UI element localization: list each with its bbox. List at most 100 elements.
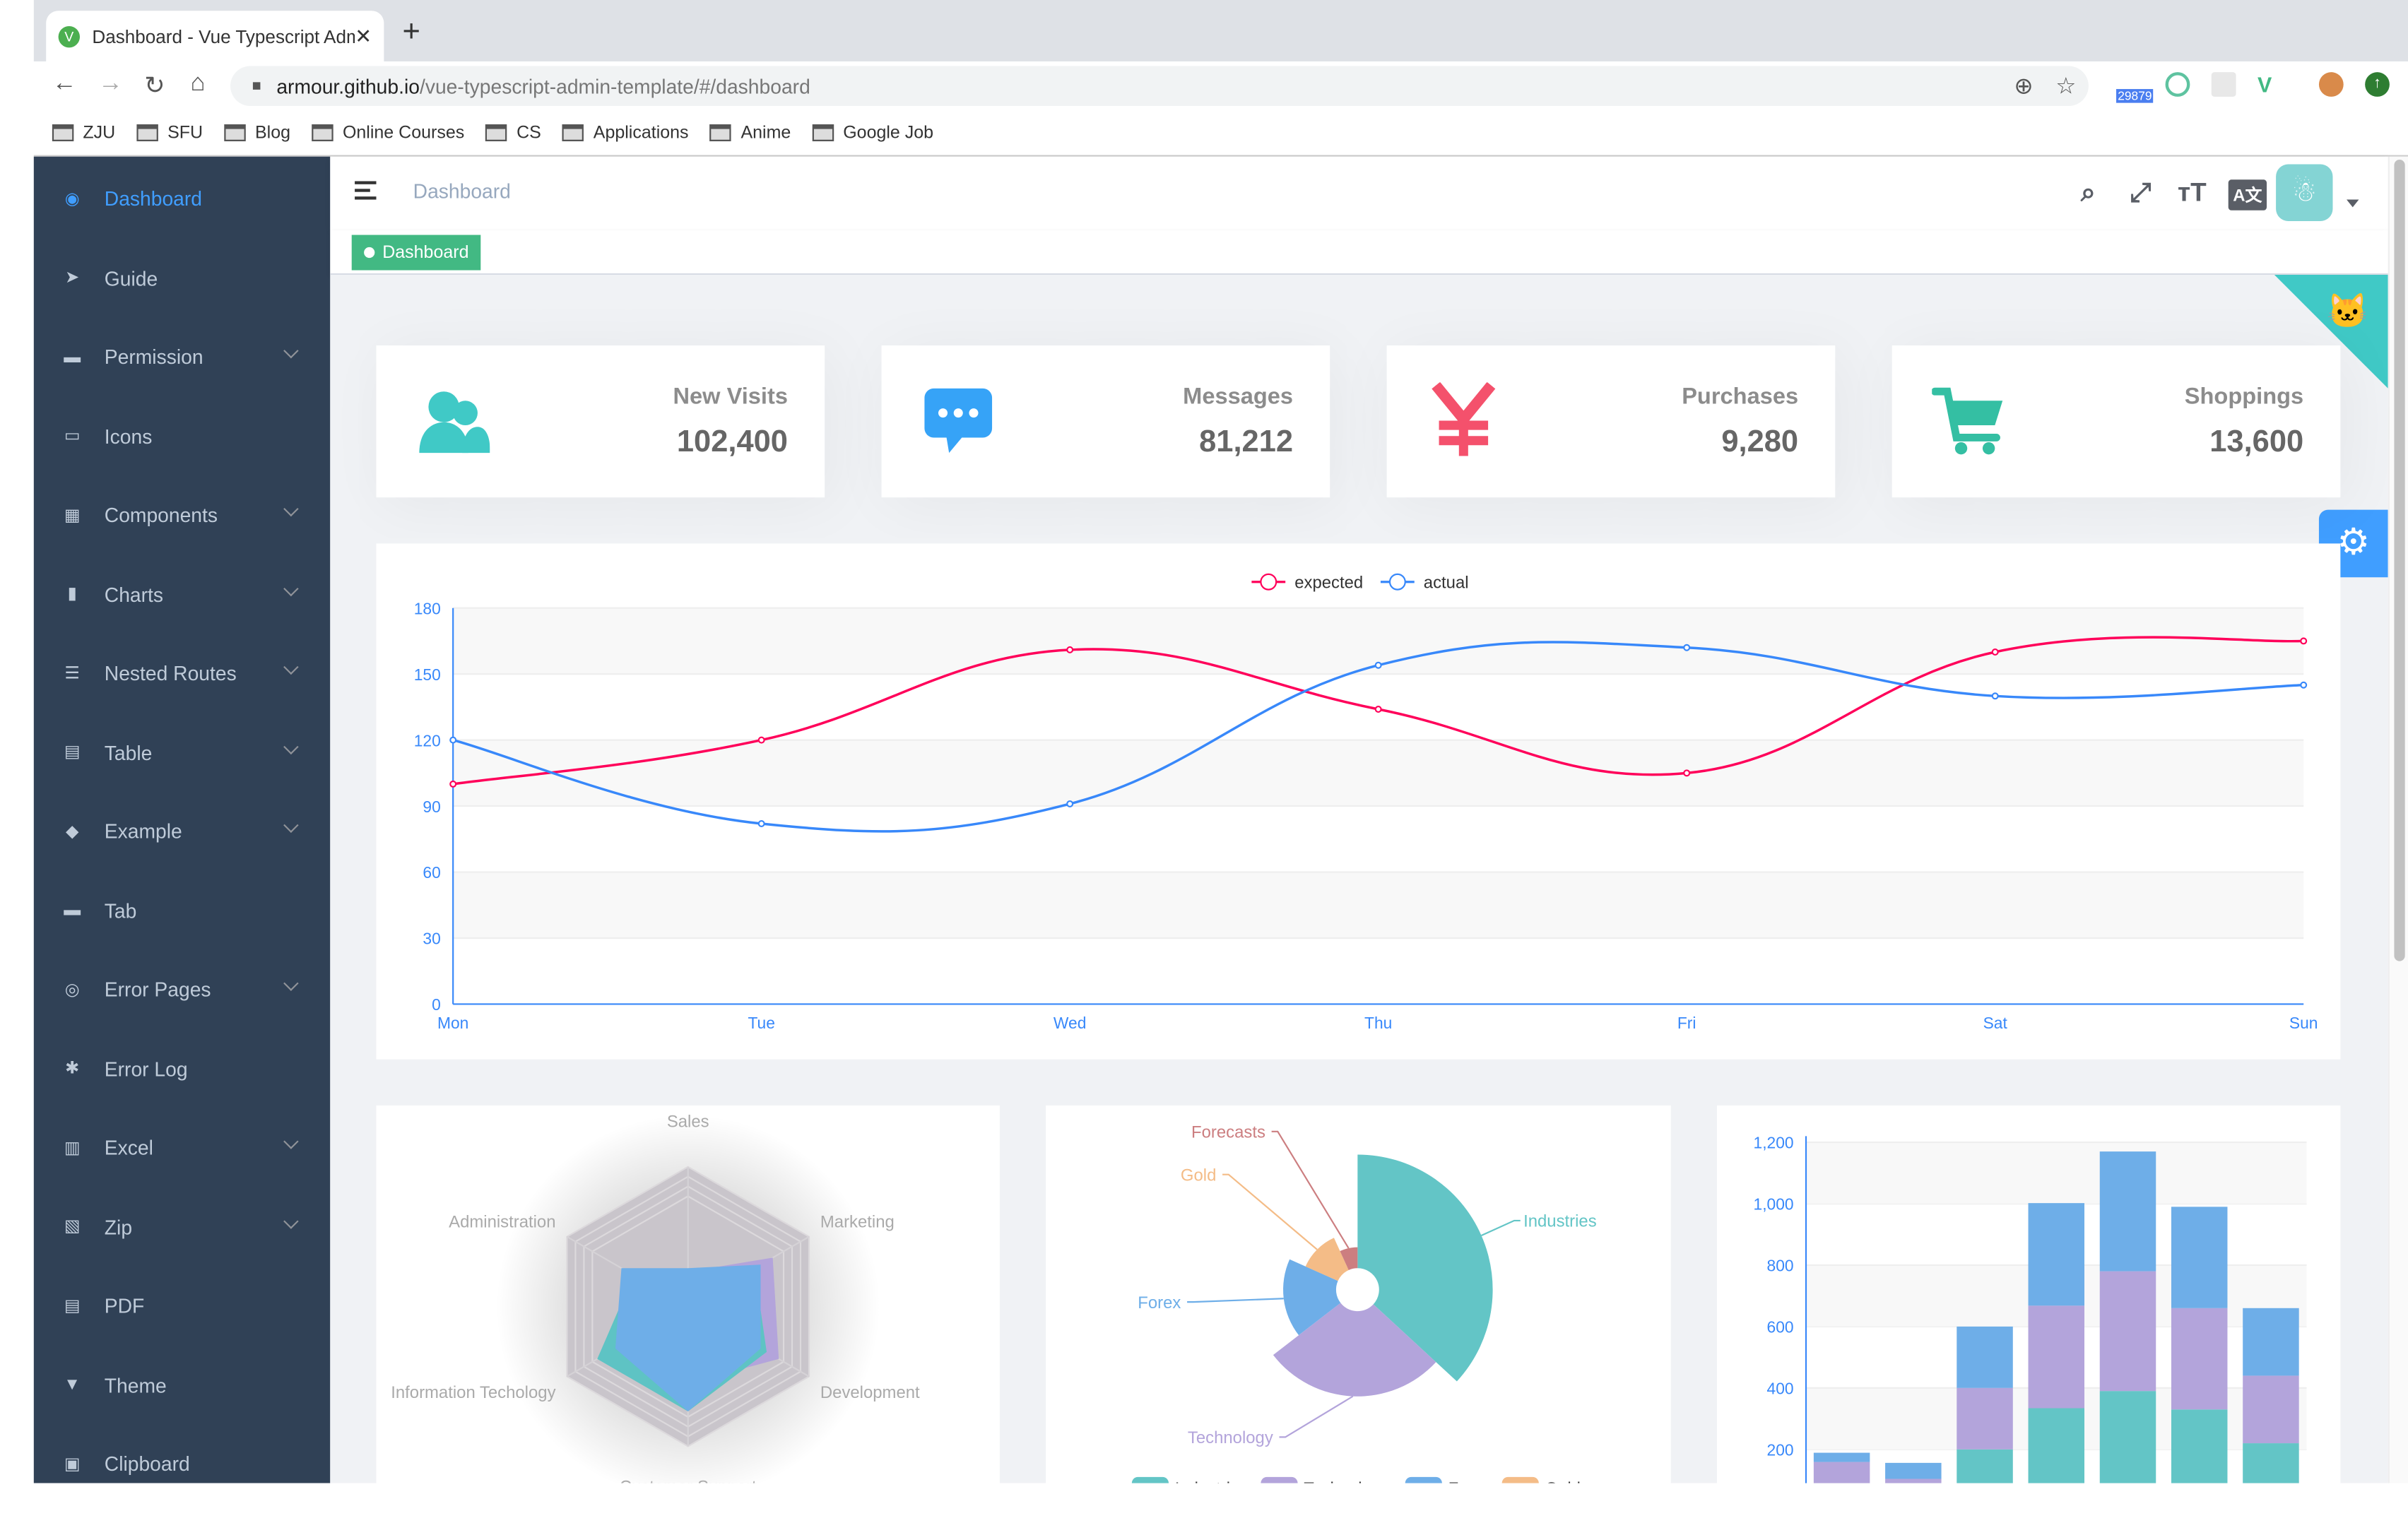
sidebar-item-dashboard[interactable]: ◉ Dashboard <box>34 160 330 238</box>
url-input[interactable]: ■ armour.github.io/vue-typescript-admin-… <box>230 66 2089 106</box>
sidebar-item-guide[interactable]: ➤ Guide <box>34 239 330 317</box>
data-point[interactable] <box>1374 705 1382 713</box>
bookmark-item[interactable]: Blog <box>224 124 290 142</box>
card-purchases[interactable]: Purchases 9,280 <box>1386 345 1836 498</box>
pie-slice-technology[interactable] <box>1273 1303 1436 1397</box>
add-icon[interactable]: ⊕ <box>2014 73 2034 100</box>
bar-segment-sun[interactable] <box>2243 1375 2299 1444</box>
back-icon[interactable]: ← <box>52 70 77 97</box>
vue-favicon-icon: V <box>58 25 81 47</box>
data-point[interactable] <box>449 736 457 744</box>
bookmark-item[interactable]: CS <box>485 124 541 142</box>
sidebar-item-icons[interactable]: ▭ Icons <box>34 397 330 475</box>
y-tick-label: 1,200 <box>1754 1134 1794 1152</box>
pie-label: Industries <box>1523 1212 1597 1231</box>
extension-badge-icon[interactable]: 29879 <box>2116 71 2154 105</box>
bookmark-item[interactable]: Anime <box>709 124 791 142</box>
user-avatar[interactable]: ☃ <box>2276 164 2333 221</box>
close-tab-icon[interactable]: ✕ <box>355 23 372 47</box>
data-point[interactable] <box>1374 661 1382 669</box>
size-icon[interactable]: тT <box>2177 178 2207 208</box>
pie-slice-forex[interactable] <box>1283 1259 1341 1336</box>
sidebar-item-table[interactable]: ▤ Table <box>34 713 330 792</box>
sidebar-item-charts[interactable]: ▮ Charts <box>34 555 330 634</box>
sidebar-item-excel[interactable]: ▥ Excel <box>34 1108 330 1187</box>
search-icon[interactable]: ⌕ <box>2081 178 2096 208</box>
data-point[interactable] <box>1683 644 1691 651</box>
radar-series-area[interactable] <box>615 1264 761 1411</box>
sidebar-item-error-log[interactable]: ✱ Error Log <box>34 1029 330 1108</box>
bookmark-item[interactable]: ZJU <box>52 124 115 142</box>
bar-segment-mon[interactable] <box>1813 1452 1870 1462</box>
bar-segment-wed[interactable] <box>1956 1387 2013 1450</box>
bar-segment-sun[interactable] <box>2243 1308 2299 1376</box>
tag-dashboard[interactable]: Dashboard <box>351 235 481 271</box>
data-point[interactable] <box>2300 637 2308 645</box>
home-icon[interactable]: ⌂ <box>190 70 206 97</box>
pie-slice-forecasts[interactable] <box>1340 1247 1358 1271</box>
bar-segment-fri[interactable] <box>2099 1271 2156 1392</box>
bookmark-item[interactable]: SFU <box>136 124 203 142</box>
grid-band <box>453 872 2304 938</box>
bar-segment-mon[interactable] <box>1813 1462 1870 1487</box>
bar-segment-thu[interactable] <box>2028 1203 2085 1306</box>
new-tab-button[interactable]: + <box>402 15 420 49</box>
bar-segment-tue[interactable] <box>1885 1462 1942 1479</box>
sidebar-item-theme[interactable]: ▼ Theme <box>34 1346 330 1424</box>
sidebar-item-example[interactable]: ◆ Example <box>34 793 330 871</box>
react-devtools-icon[interactable] <box>2211 72 2236 97</box>
folder-icon <box>312 124 334 141</box>
sidebar-item-clipboard[interactable]: ▣ Clipboard <box>34 1425 330 1503</box>
legend-label[interactable]: actual <box>1424 573 1469 592</box>
bar-segment-thu[interactable] <box>2028 1305 2085 1409</box>
browser-tab[interactable]: V Dashboard - Vue Typescript Admin Templ… <box>46 11 384 61</box>
bookmark-item[interactable]: Applications <box>562 124 689 142</box>
update-icon[interactable]: ↑ <box>2365 72 2390 97</box>
page-scrollbar[interactable] <box>2388 156 2408 1483</box>
legend-label[interactable]: expected <box>1294 573 1363 592</box>
card-shoppings[interactable]: Shoppings 13,600 <box>1891 345 2341 498</box>
sidebar-item-tab[interactable]: ▬ Tab <box>34 871 330 949</box>
sidebar-item-permission[interactable]: ▬ Permission <box>34 318 330 396</box>
bar-segment-sat[interactable] <box>2171 1207 2228 1308</box>
fullscreen-icon[interactable]: ⤢ <box>2130 178 2152 208</box>
data-point[interactable] <box>757 819 765 827</box>
grammarly-icon[interactable] <box>2165 72 2190 97</box>
language-icon[interactable]: A文 <box>2228 179 2267 211</box>
card-messages[interactable]: Messages 81,212 <box>881 345 1330 498</box>
data-point[interactable] <box>2300 681 2308 689</box>
sidebar-item-zip[interactable]: ▧ Zip <box>34 1187 330 1266</box>
data-point[interactable] <box>1991 648 1999 656</box>
data-point[interactable] <box>1066 646 1074 653</box>
data-point[interactable] <box>1683 769 1691 777</box>
pie-slice-gold[interactable] <box>1305 1238 1349 1281</box>
data-point[interactable] <box>757 736 765 744</box>
github-octocat-icon[interactable]: 🐱 <box>2326 291 2369 331</box>
bug-icon: ✱ <box>65 1059 80 1078</box>
caret-down-icon[interactable] <box>2347 199 2359 214</box>
scrollbar-thumb[interactable] <box>2394 160 2405 961</box>
forward-icon[interactable]: → <box>98 70 123 97</box>
data-point[interactable] <box>449 780 457 788</box>
card-new-visits[interactable]: New Visits 102,400 <box>376 345 825 498</box>
data-point[interactable] <box>1066 800 1074 807</box>
data-point[interactable] <box>1991 692 1999 700</box>
bar-segment-fri[interactable] <box>2099 1151 2156 1272</box>
pie-slice-industries[interactable] <box>1357 1154 1493 1382</box>
sidebar-item-nested-routes[interactable]: ☰ Nested Routes <box>34 634 330 713</box>
sidebar-item-pdf[interactable]: ▤ PDF <box>34 1267 330 1345</box>
sidebar-item-error-pages[interactable]: ◎ Error Pages <box>34 950 330 1029</box>
breadcrumb[interactable]: Dashboard <box>413 179 511 203</box>
star-icon[interactable]: ☆ <box>2055 73 2077 100</box>
vue-devtools-icon[interactable]: V <box>2258 72 2272 97</box>
bookmark-item[interactable]: Google Job <box>812 124 933 142</box>
reload-icon[interactable]: ↻ <box>144 73 165 100</box>
label-leader-line <box>1271 1130 1350 1249</box>
hamburger-icon[interactable] <box>355 181 377 200</box>
line-chart: 0 30 60 90 120 150 180 Mon Tue Wed Thu Fri Sat Sun exp… <box>414 573 2318 1032</box>
bookmark-item[interactable]: Online Courses <box>312 124 464 142</box>
profile-avatar-icon[interactable] <box>2318 72 2344 97</box>
bar-segment-wed[interactable] <box>1956 1326 2013 1388</box>
bar-segment-sat[interactable] <box>2171 1308 2228 1410</box>
sidebar-item-components[interactable]: ▦ Components <box>34 476 330 555</box>
